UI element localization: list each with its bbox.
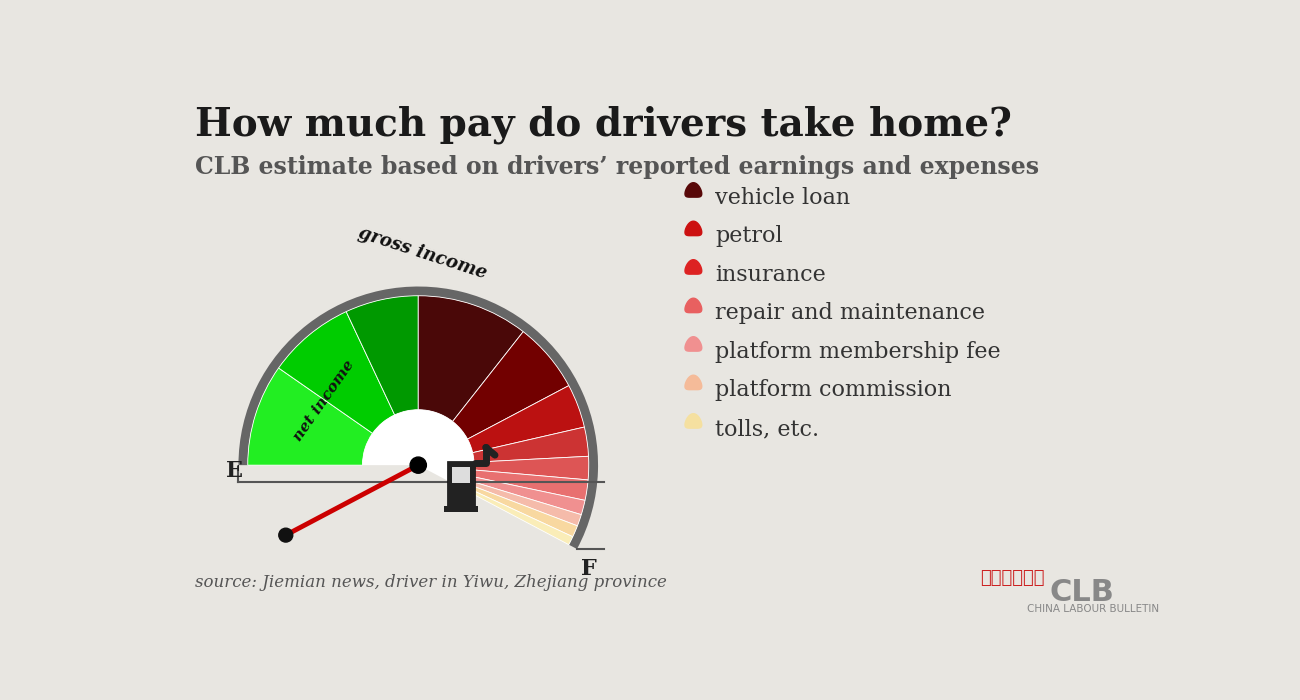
Circle shape xyxy=(410,457,426,473)
Wedge shape xyxy=(472,477,585,514)
Wedge shape xyxy=(473,456,589,480)
Wedge shape xyxy=(469,485,577,537)
Text: gross income: gross income xyxy=(356,224,489,283)
Text: CLB estimate based on drivers’ reported earnings and expenses: CLB estimate based on drivers’ reported … xyxy=(195,155,1039,178)
Wedge shape xyxy=(473,427,589,462)
Text: tolls, etc.: tolls, etc. xyxy=(715,418,819,440)
Wedge shape xyxy=(363,410,474,491)
Polygon shape xyxy=(685,337,702,351)
Text: CLB: CLB xyxy=(1050,578,1115,607)
Wedge shape xyxy=(452,332,569,439)
Polygon shape xyxy=(685,260,702,274)
Wedge shape xyxy=(238,286,598,549)
Circle shape xyxy=(278,528,292,542)
Text: net income: net income xyxy=(291,358,358,444)
Polygon shape xyxy=(685,298,702,313)
Polygon shape xyxy=(685,375,702,390)
Text: platform membership fee: platform membership fee xyxy=(715,341,1001,363)
Text: vehicle loan: vehicle loan xyxy=(715,187,850,209)
Wedge shape xyxy=(278,312,395,433)
Wedge shape xyxy=(248,368,373,466)
Wedge shape xyxy=(468,386,585,453)
Text: CHINA LABOUR BULLETIN: CHINA LABOUR BULLETIN xyxy=(1027,604,1158,614)
Bar xyxy=(447,461,474,509)
Bar xyxy=(443,506,478,512)
Bar xyxy=(451,468,471,483)
Text: insurance: insurance xyxy=(715,264,826,286)
Text: 中国劳工通报: 中国劳工通报 xyxy=(980,569,1045,587)
Text: source: Jiemian news, driver in Yiwu, Zhejiang province: source: Jiemian news, driver in Yiwu, Zh… xyxy=(195,574,667,591)
Polygon shape xyxy=(685,221,702,236)
Text: F: F xyxy=(581,559,597,580)
Text: platform commission: platform commission xyxy=(715,379,952,402)
Text: E: E xyxy=(226,461,243,482)
Wedge shape xyxy=(346,295,419,415)
Wedge shape xyxy=(419,295,523,421)
Text: petrol: petrol xyxy=(715,225,783,248)
Wedge shape xyxy=(468,489,573,545)
Text: How much pay do drivers take home?: How much pay do drivers take home? xyxy=(195,106,1011,144)
Wedge shape xyxy=(471,482,581,526)
Polygon shape xyxy=(685,414,702,428)
Wedge shape xyxy=(473,470,588,500)
Polygon shape xyxy=(685,183,702,197)
Text: repair and maintenance: repair and maintenance xyxy=(715,302,985,325)
